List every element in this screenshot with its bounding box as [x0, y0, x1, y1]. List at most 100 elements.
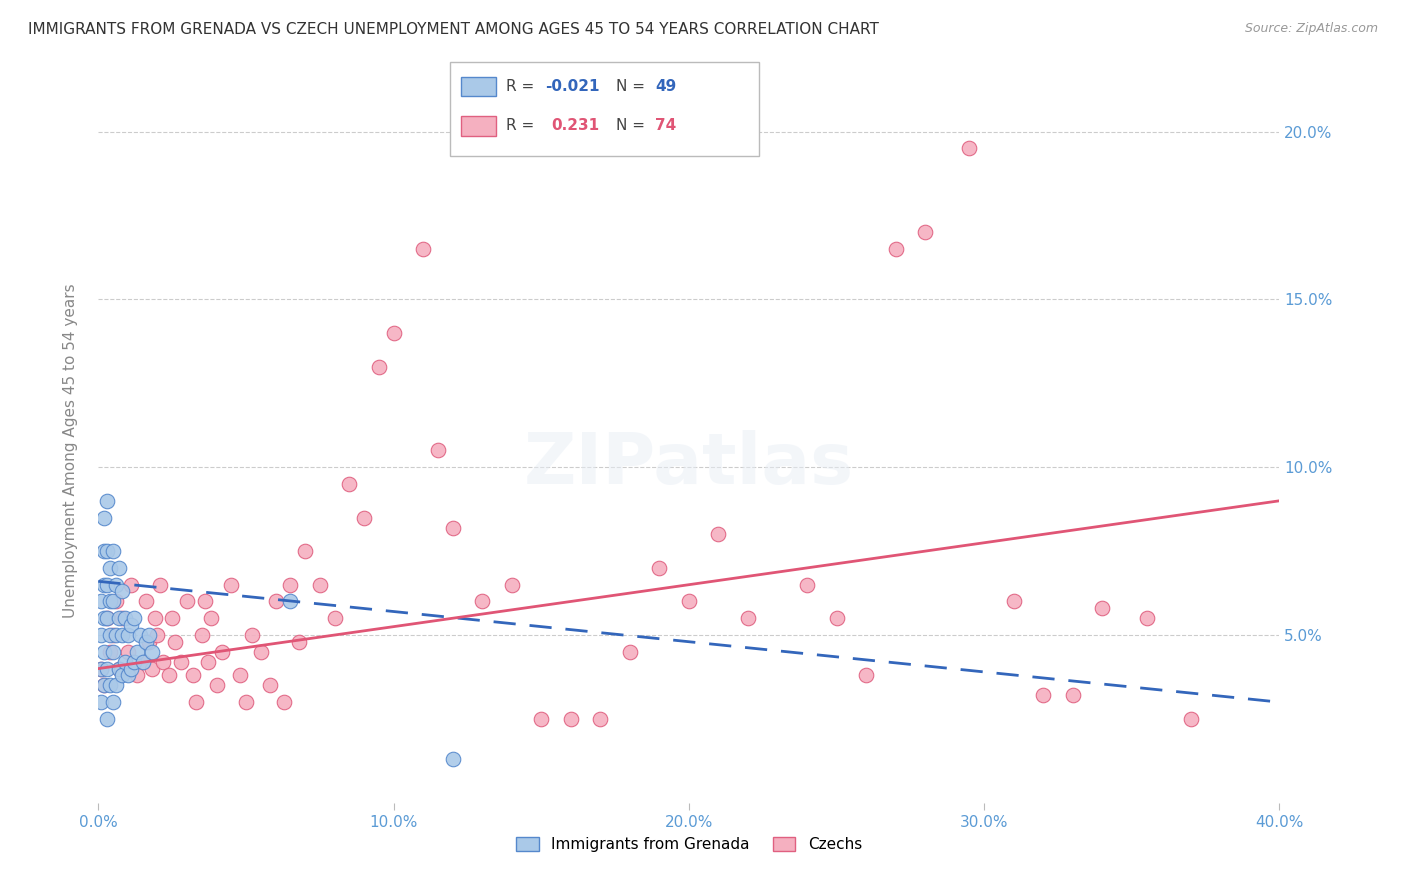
Point: [122, 655, 145, 669]
Point: [152, 655, 174, 669]
Point: [105, 628, 128, 642]
Point: [211, 645, 233, 659]
Point: [141, 662, 163, 676]
Point: [93, 577, 115, 591]
Point: [90, 662, 112, 676]
Point: [339, 477, 361, 491]
Text: 74: 74: [655, 119, 676, 133]
Point: [114, 655, 136, 669]
Point: [678, 594, 700, 608]
Legend: Immigrants from Grenada, Czechs: Immigrants from Grenada, Czechs: [510, 831, 868, 859]
Point: [229, 668, 252, 682]
Point: [250, 645, 273, 659]
Point: [589, 712, 612, 726]
Text: N =: N =: [616, 119, 650, 133]
Point: [323, 611, 346, 625]
Point: [200, 611, 222, 625]
Point: [441, 752, 464, 766]
Point: [280, 594, 302, 608]
Point: [194, 594, 217, 608]
Y-axis label: Unemployment Among Ages 45 to 54 years: Unemployment Among Ages 45 to 54 years: [63, 283, 77, 618]
Point: [530, 712, 553, 726]
Point: [117, 645, 139, 659]
Point: [93, 645, 115, 659]
Point: [96, 662, 118, 676]
Point: [170, 655, 193, 669]
Text: IMMIGRANTS FROM GRENADA VS CZECH UNEMPLOYMENT AMONG AGES 45 TO 54 YEARS CORRELAT: IMMIGRANTS FROM GRENADA VS CZECH UNEMPLO…: [28, 22, 879, 37]
Point: [120, 577, 142, 591]
Point: [96, 577, 118, 591]
Point: [122, 611, 145, 625]
Text: R =: R =: [506, 119, 544, 133]
Point: [737, 611, 759, 625]
Point: [273, 695, 295, 709]
Point: [103, 594, 125, 608]
Point: [149, 577, 172, 591]
Point: [98, 645, 121, 659]
Point: [103, 628, 125, 642]
Point: [105, 594, 128, 608]
Point: [120, 662, 142, 676]
Point: [98, 678, 121, 692]
Point: [1002, 594, 1025, 608]
Point: [108, 561, 131, 575]
Point: [368, 359, 391, 374]
Point: [855, 668, 877, 682]
Point: [165, 634, 187, 648]
Point: [108, 662, 131, 676]
Point: [825, 611, 848, 625]
Point: [93, 510, 115, 524]
Point: [427, 443, 450, 458]
Point: [264, 594, 287, 608]
Point: [619, 645, 641, 659]
Point: [1091, 601, 1114, 615]
Point: [90, 594, 112, 608]
Point: [184, 695, 207, 709]
Point: [235, 695, 257, 709]
Point: [108, 611, 131, 625]
Point: [382, 326, 405, 340]
Point: [796, 577, 818, 591]
Point: [93, 544, 115, 558]
Text: 0.231: 0.231: [551, 119, 599, 133]
Text: Source: ZipAtlas.com: Source: ZipAtlas.com: [1244, 22, 1378, 36]
Point: [103, 695, 125, 709]
Text: ZIPatlas: ZIPatlas: [524, 430, 853, 499]
Point: [259, 678, 281, 692]
Point: [93, 611, 115, 625]
Point: [105, 577, 128, 591]
Point: [90, 695, 112, 709]
Point: [141, 645, 163, 659]
Point: [138, 628, 160, 642]
Point: [132, 655, 155, 669]
Point: [135, 594, 157, 608]
Point: [98, 594, 121, 608]
Point: [103, 645, 125, 659]
Point: [471, 594, 494, 608]
Point: [280, 577, 302, 591]
Text: N =: N =: [616, 79, 650, 94]
Point: [96, 544, 118, 558]
Point: [98, 628, 121, 642]
Point: [501, 577, 523, 591]
Point: [125, 668, 148, 682]
Point: [240, 628, 263, 642]
Point: [1032, 689, 1054, 703]
Point: [146, 628, 169, 642]
Point: [103, 544, 125, 558]
Point: [1136, 611, 1159, 625]
Point: [135, 634, 157, 648]
Point: [125, 645, 148, 659]
Text: 49: 49: [655, 79, 676, 94]
Point: [309, 577, 332, 591]
Point: [120, 618, 142, 632]
Point: [111, 668, 134, 682]
Point: [105, 678, 128, 692]
Point: [117, 628, 139, 642]
Point: [648, 561, 671, 575]
Point: [412, 242, 434, 256]
Point: [96, 611, 118, 625]
Point: [197, 655, 219, 669]
Point: [162, 611, 183, 625]
Point: [959, 141, 981, 155]
